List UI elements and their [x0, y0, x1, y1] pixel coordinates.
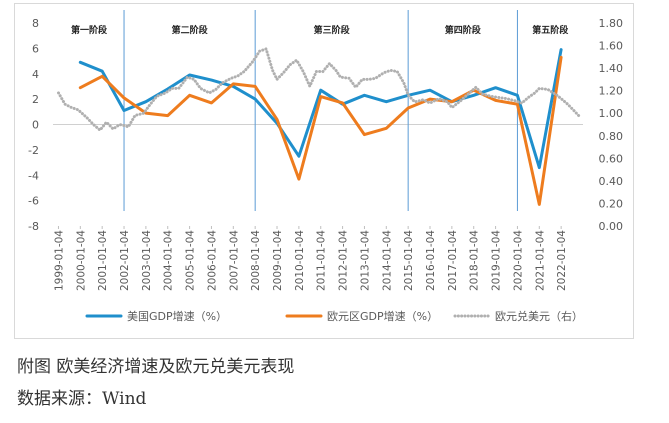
- y-right-tick-label: 1.00: [599, 107, 624, 120]
- stage-label: 第一阶段: [71, 24, 108, 36]
- y-left-tick-label: 6: [32, 42, 39, 55]
- y-left-tick-label: -6: [28, 195, 39, 208]
- y-right-tick-label: 0.80: [599, 130, 624, 143]
- y-left-tick-label: 4: [32, 68, 39, 81]
- series-line-0: [78, 48, 563, 170]
- gdp-eurusd-chart: -8 -6 -4 -2 0 2 4 6 8 0.00 0.20 0.40 0.60 0.80 1.00 1.2…: [28, 10, 624, 323]
- x-tick-label: 2022-01-04: [556, 230, 568, 291]
- y-right-tick-label: 0.20: [599, 197, 624, 210]
- y-left-tick-label: 2: [32, 93, 39, 106]
- chart-frame: -8 -6 -4 -2 0 2 4 6 8 0.00 0.20 0.40 0.60 0.80 1.00 1.2…: [14, 3, 634, 339]
- x-tick-label: 2021-01-04: [534, 230, 546, 291]
- y-left-tick-label: -8: [28, 220, 39, 233]
- y-right-tick-label: 1.40: [599, 62, 624, 75]
- x-tick-label: 2004-01-04: [163, 230, 175, 291]
- figure-caption: 附图 欧美经济增速及欧元兑美元表现: [17, 357, 295, 377]
- series-line-2: [57, 47, 581, 132]
- legend-label-0: 美国GDP增速（%）: [127, 309, 227, 323]
- x-tick-label: 2007-01-04: [228, 230, 240, 291]
- y-left-tick-label: 0: [32, 119, 39, 132]
- x-tick-label: 2009-01-04: [272, 230, 284, 291]
- y-right-tick-label: 0.60: [599, 152, 624, 165]
- y-left-tick-label: -2: [28, 144, 39, 157]
- x-tick-label: 2011-01-04: [316, 230, 328, 291]
- x-tick-label: 2014-01-04: [381, 230, 393, 291]
- x-tick-label: 2020-01-04: [512, 230, 524, 291]
- x-tick-label: 2012-01-04: [338, 230, 350, 291]
- y-right-tick-label: 0.40: [599, 175, 624, 188]
- x-tick-label: 2000-01-04: [75, 230, 87, 291]
- x-tick-label: 2001-01-04: [97, 230, 109, 291]
- legend-label-2: 欧元兑美元（右）: [495, 309, 583, 323]
- stage-label: 第四阶段: [445, 24, 482, 36]
- x-tick-label: 2017-01-04: [447, 230, 459, 291]
- x-tick-label: 2002-01-04: [119, 230, 131, 291]
- y-left-tick-label: -4: [28, 169, 39, 182]
- stage-label: 第三阶段: [314, 24, 351, 36]
- x-tick-label: 2006-01-04: [206, 230, 218, 291]
- x-tick-label: 2018-01-04: [469, 230, 481, 291]
- data-source: 数据来源：Wind: [17, 389, 147, 409]
- x-tick-label: 2008-01-04: [250, 230, 262, 291]
- legend-label-1: 欧元区GDP增速（%）: [327, 309, 438, 323]
- x-tick-label: 2010-01-04: [294, 230, 306, 291]
- x-tick-label: 1999-01-04: [53, 230, 65, 291]
- x-tick-label: 2005-01-04: [185, 230, 197, 291]
- x-tick-label: 2015-01-04: [403, 230, 415, 291]
- y-right-tick-label: 0.00: [599, 220, 624, 233]
- y-right-tick-label: 1.80: [599, 17, 624, 30]
- series-line-1: [78, 55, 563, 206]
- x-tick-label: 2019-01-04: [491, 230, 503, 291]
- x-tick-label: 2003-01-04: [141, 230, 153, 291]
- y-right-tick-label: 1.20: [599, 85, 624, 98]
- x-tick-label: 2013-01-04: [359, 230, 371, 291]
- stage-label: 第五阶段: [532, 24, 569, 36]
- y-right-tick-label: 1.60: [599, 40, 624, 53]
- stage-label: 第二阶段: [172, 24, 209, 36]
- x-tick-label: 2016-01-04: [425, 230, 437, 291]
- y-left-tick-label: 8: [32, 17, 39, 30]
